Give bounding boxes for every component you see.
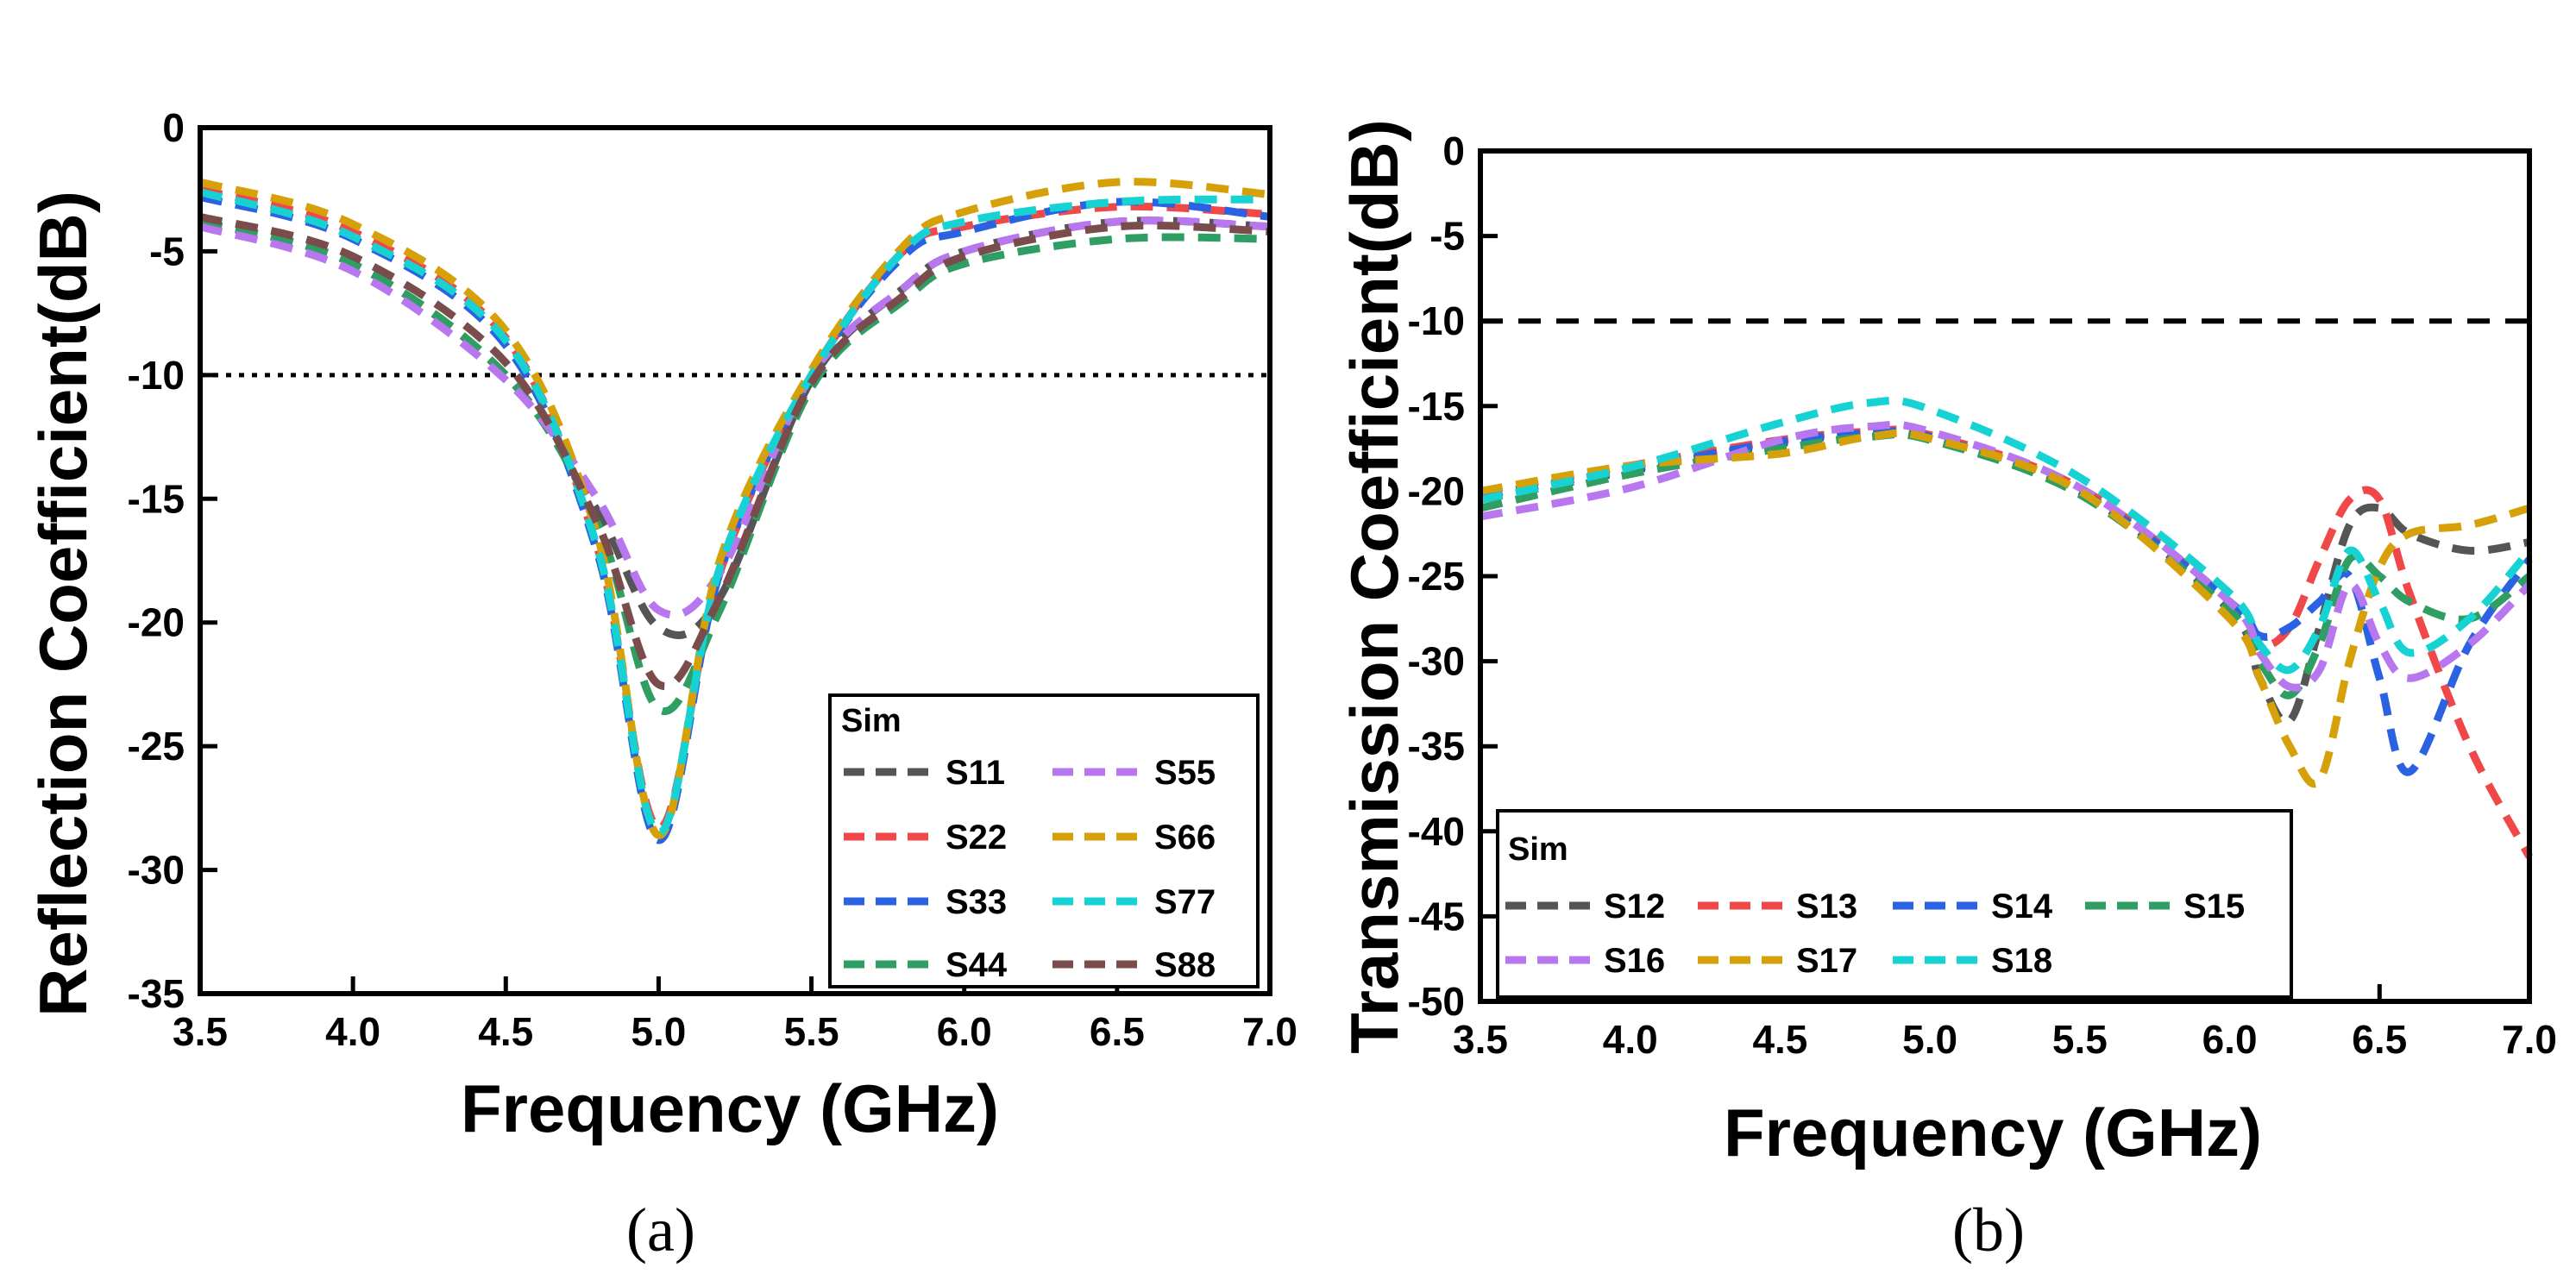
a-y-tick-label: -20 — [128, 600, 185, 645]
b-x-tick-label: 5.5 — [2052, 1017, 2108, 1062]
a-y-axis-label: Reflection Coefficient(dB) — [25, 191, 101, 1017]
a-y-tick-label: -5 — [149, 229, 185, 273]
b-series-s15 — [1480, 430, 2532, 700]
b-y-tick-label: -35 — [1408, 724, 1465, 769]
a-legend-label-s77: S77 — [1154, 883, 1216, 921]
caption-a: (a) — [626, 1195, 695, 1264]
a-legend-label-s11: S11 — [946, 754, 1005, 792]
b-ticks: 3.5 4.0 4.5 5.0 5.5 6.0 6.5 7.0 0 -5 -10 -15 -20 -25 -… — [1408, 129, 2557, 1062]
a-series-group — [198, 178, 1271, 844]
a-y-tick-label: -25 — [128, 724, 185, 769]
b-legend-label-s13: S13 — [1796, 888, 1857, 925]
b-y-tick-label: -5 — [1429, 214, 1465, 259]
b-y-tick-label: -50 — [1408, 979, 1465, 1024]
a-legend-label-s44: S44 — [946, 946, 1008, 984]
b-y-tick-label: -15 — [1408, 384, 1465, 429]
b-series-group — [1480, 396, 2533, 859]
a-x-tick-label: 6.5 — [1090, 1009, 1145, 1054]
b-legend-label-s16: S16 — [1604, 942, 1665, 980]
a-legend-label-s22: S22 — [946, 819, 1007, 856]
b-y-tick-label: 0 — [1442, 129, 1465, 173]
a-x-tick-label: 4.5 — [478, 1009, 533, 1054]
b-x-tick-label: 4.5 — [1752, 1017, 1807, 1062]
b-x-axis-label: Frequency (GHz) — [1724, 1095, 2262, 1170]
b-series-s16 — [1480, 420, 2533, 692]
a-series-s55 — [198, 216, 1271, 619]
a-legend-title: Sim — [841, 703, 902, 739]
b-y-tick-label: -20 — [1408, 468, 1465, 513]
b-y-tick-label: -40 — [1408, 809, 1465, 854]
b-legend-title: Sim — [1508, 831, 1568, 868]
a-legend-label-s88: S88 — [1154, 946, 1216, 984]
a-legend: Sim S11 S55 S22 S66 S33 S77 S44 S88 — [828, 693, 1260, 988]
b-y-tick-label: -30 — [1408, 639, 1465, 684]
a-legend-label-s66: S66 — [1154, 819, 1216, 856]
a-x-tick-label: 5.5 — [784, 1009, 839, 1054]
b-y-tick-label: -10 — [1408, 298, 1465, 343]
b-x-tick-label: 3.5 — [1453, 1017, 1508, 1062]
b-x-tick-label: 4.0 — [1603, 1017, 1658, 1062]
a-series-s77 — [198, 188, 1271, 837]
b-legend-label-s17: S17 — [1796, 942, 1857, 980]
a-y-tick-label: -10 — [128, 353, 185, 398]
b-y-tick-label: -45 — [1408, 894, 1465, 938]
b-series-s17 — [1480, 429, 2531, 788]
b-x-tick-label: 6.0 — [2202, 1017, 2258, 1062]
a-x-tick-label: 5.0 — [631, 1009, 686, 1054]
b-legend-label-s14: S14 — [1991, 888, 2053, 925]
a-y-tick-label: -30 — [128, 848, 185, 893]
panel-a-reflection-chart: Reflection Coefficient(dB) Frequency (GH… — [25, 105, 1297, 1264]
a-x-tick-label: 7.0 — [1242, 1009, 1297, 1054]
a-y-tick-label: 0 — [162, 105, 185, 150]
b-legend-label-s15: S15 — [2183, 888, 2245, 925]
b-y-tick-label: -25 — [1408, 554, 1465, 599]
a-x-tick-label: 3.5 — [173, 1009, 228, 1054]
b-x-tick-label: 7.0 — [2502, 1017, 2557, 1062]
b-y-axis-label: Transmission Coefficient(dB) — [1336, 119, 1412, 1053]
a-x-tick-label: 6.0 — [937, 1009, 992, 1054]
a-legend-label-s33: S33 — [946, 883, 1007, 921]
a-legend-box — [828, 693, 1260, 988]
b-plot-frame — [1478, 148, 2532, 1004]
b-x-tick-label: 5.0 — [1902, 1017, 1957, 1062]
panel-b-transmission-chart: Transmission Coefficient(dB) Frequency (… — [1336, 119, 2557, 1264]
a-y-tick-label: -15 — [128, 476, 185, 521]
b-x-tick-label: 6.5 — [2352, 1017, 2407, 1062]
a-series-s88 — [198, 212, 1271, 690]
a-series-s44 — [198, 217, 1271, 715]
caption-b: (b) — [1952, 1195, 2025, 1264]
a-legend-label-s55: S55 — [1154, 754, 1216, 792]
a-y-tick-label: -35 — [128, 971, 185, 1016]
a-plot-frame — [198, 125, 1272, 996]
b-legend: Sim S12 S13 S14 S15 S16 S17 S18 — [1496, 809, 2293, 999]
b-series-s18 — [1480, 396, 2533, 675]
a-x-tick-label: 4.0 — [325, 1009, 380, 1054]
b-legend-label-s12: S12 — [1604, 888, 1665, 925]
b-legend-label-s18: S18 — [1991, 942, 2052, 980]
a-x-axis-label: Frequency (GHz) — [461, 1070, 999, 1146]
a-ticks: 3.5 4.0 4.5 5.0 5.5 6.0 6.5 7.0 0 -5 -10 -15 -20 -25 -… — [128, 105, 1297, 1054]
